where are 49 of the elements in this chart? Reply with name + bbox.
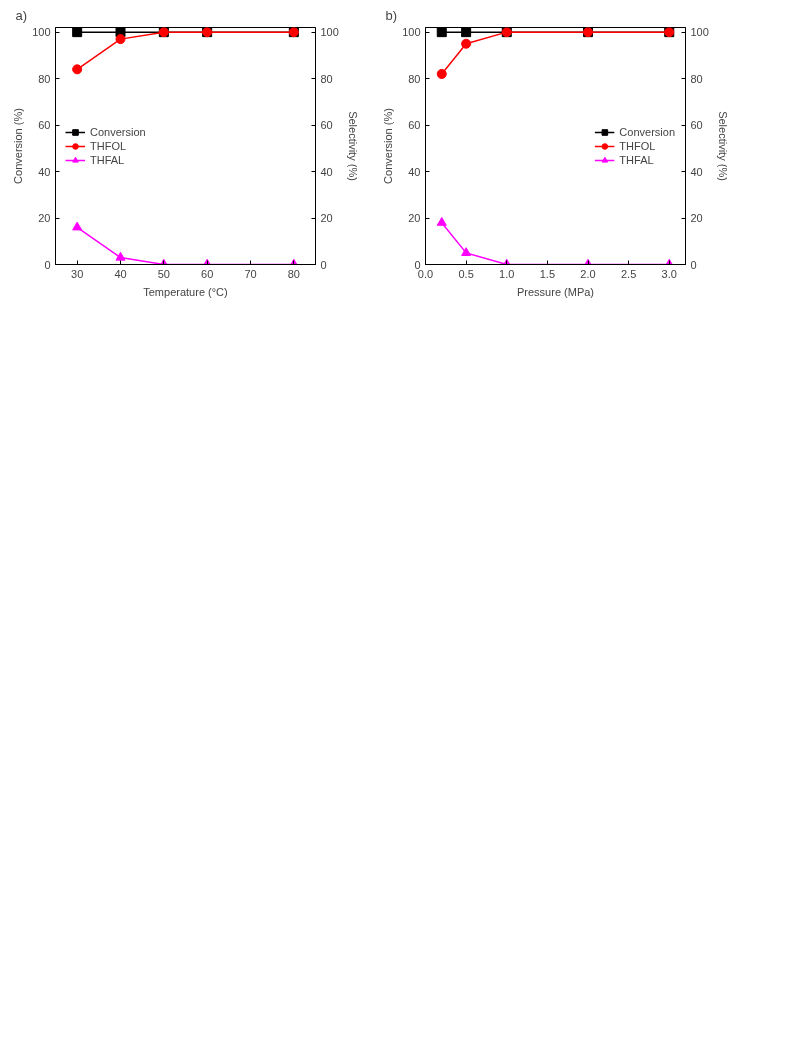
legend-label: Conversion [619, 125, 675, 138]
text: b) [385, 7, 398, 23]
y-tick-label: 40 [38, 165, 51, 178]
x-axis-title: Temperature (°C) [143, 285, 228, 298]
y2-tick-label: 0 [690, 258, 697, 271]
x-tick-label: 60 [201, 267, 214, 280]
y2-tick-label: 100 [690, 26, 709, 39]
x-axis-title: Pressure (MPa) [516, 285, 595, 298]
y-tick-label: 80 [408, 72, 421, 85]
legend-label: Conversion [90, 125, 146, 138]
x-tick-label: 1.5 [539, 267, 556, 280]
y-tick-label: 100 [32, 26, 51, 39]
text: a) [15, 7, 28, 23]
legend-label: THFAL [619, 153, 654, 166]
y-tick-label: 20 [408, 212, 421, 225]
x-tick-label: 70 [244, 267, 257, 280]
y2-tick-label: 100 [320, 26, 339, 39]
y-tick-label: 80 [38, 72, 51, 85]
y-tick-label: 100 [402, 26, 421, 39]
x-tick-label: 3.0 [661, 267, 677, 280]
y-tick-label: 60 [408, 119, 421, 132]
y2-axis-title: Selectivity (%) [346, 111, 359, 181]
y-tick-label: 0 [44, 258, 51, 271]
x-tick-label: 2.5 [620, 267, 637, 280]
x-tick-label: 40 [114, 267, 127, 280]
y2-tick-label: 40 [690, 165, 703, 178]
y2-tick-label: 20 [690, 212, 703, 225]
y-tick-label: 40 [408, 165, 421, 178]
y2-tick-label: 80 [690, 72, 703, 85]
y2-tick-label: 60 [690, 119, 703, 132]
y-tick-label: 20 [38, 212, 51, 225]
y-axis-title: Conversion (%) [12, 108, 25, 184]
y2-tick-label: 20 [320, 212, 333, 225]
y2-tick-label: 80 [320, 72, 333, 85]
y-tick-label: 60 [38, 119, 51, 132]
y2-tick-label: 60 [320, 119, 333, 132]
legend-label: THFOL [90, 139, 127, 152]
y2-tick-label: 40 [320, 165, 333, 178]
y2-tick-label: 0 [320, 258, 327, 271]
y-axis-title: Conversion (%) [382, 108, 395, 184]
x-tick-label: 0.5 [458, 267, 474, 280]
legend-label: THFAL [90, 153, 125, 166]
x-tick-label: 80 [287, 267, 300, 280]
x-tick-label: 2.0 [580, 267, 596, 280]
y2-axis-title: Selectivity (%) [716, 111, 729, 181]
x-tick-label: 50 [157, 267, 170, 280]
x-tick-label: 30 [71, 267, 84, 280]
legend-label: THFOL [619, 139, 656, 152]
x-tick-label: 1.0 [499, 267, 515, 280]
